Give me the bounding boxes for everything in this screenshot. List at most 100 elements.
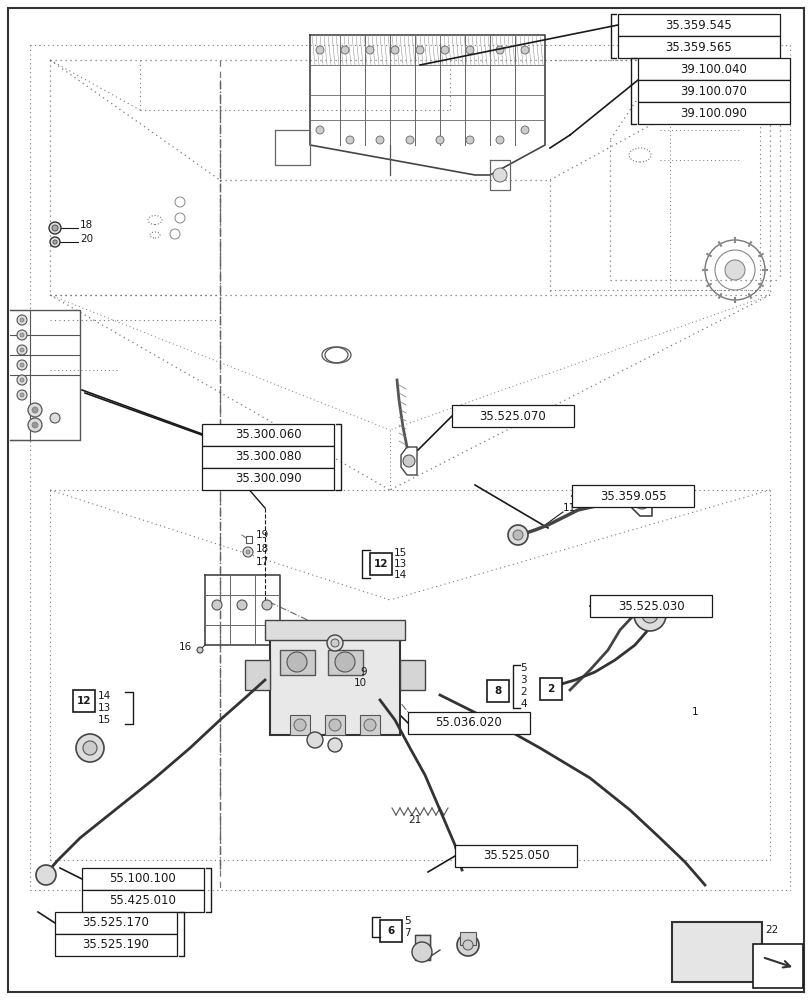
Text: 5: 5	[404, 916, 410, 926]
Bar	[617, 14, 779, 36]
Text: 11: 11	[562, 503, 576, 513]
Text: 4: 4	[519, 699, 526, 709]
Text: 39.100.040: 39.100.040	[680, 63, 746, 76]
Bar	[280, 650, 315, 675]
Bar	[359, 715, 380, 735]
Bar	[202, 446, 333, 468]
Text: 2: 2	[547, 684, 554, 694]
Circle shape	[307, 732, 323, 748]
Text: 15: 15	[393, 548, 407, 558]
Bar	[370, 553, 392, 575]
Circle shape	[402, 455, 414, 467]
Bar	[202, 424, 333, 446]
Text: 35.300.080: 35.300.080	[234, 450, 301, 464]
Circle shape	[440, 46, 448, 54]
Circle shape	[492, 168, 506, 182]
Text: 17: 17	[255, 557, 269, 567]
Circle shape	[633, 493, 649, 509]
Text: 55.100.100: 55.100.100	[109, 872, 176, 886]
Bar	[73, 690, 95, 712]
Text: 35.300.090: 35.300.090	[234, 473, 301, 486]
Circle shape	[457, 934, 478, 956]
Circle shape	[724, 260, 744, 280]
Text: 18: 18	[255, 544, 269, 554]
Bar	[82, 868, 204, 890]
Circle shape	[466, 46, 474, 54]
Circle shape	[345, 136, 354, 144]
Text: 35.525.190: 35.525.190	[83, 938, 149, 951]
Circle shape	[366, 46, 374, 54]
Bar	[460, 932, 475, 945]
Circle shape	[50, 413, 60, 423]
Circle shape	[508, 525, 527, 545]
Circle shape	[20, 393, 24, 397]
Text: 12: 12	[77, 696, 91, 706]
Bar	[571, 485, 693, 507]
Text: 16: 16	[178, 642, 191, 652]
Bar	[407, 712, 530, 734]
Circle shape	[415, 46, 423, 54]
Bar	[380, 920, 401, 942]
Circle shape	[496, 46, 504, 54]
Text: 35.525.170: 35.525.170	[83, 916, 149, 929]
Circle shape	[375, 136, 384, 144]
Circle shape	[76, 734, 104, 762]
Circle shape	[521, 46, 528, 54]
Bar	[637, 102, 789, 124]
Circle shape	[363, 719, 375, 731]
Text: 12: 12	[373, 559, 388, 569]
Text: 35.525.070: 35.525.070	[479, 410, 546, 422]
Circle shape	[49, 222, 61, 234]
Bar	[414, 935, 430, 960]
Text: 21: 21	[407, 815, 421, 825]
Circle shape	[28, 418, 42, 432]
Circle shape	[294, 719, 306, 731]
Text: 5: 5	[519, 663, 526, 673]
Circle shape	[341, 46, 349, 54]
Circle shape	[212, 600, 221, 610]
Text: 55.425.010: 55.425.010	[109, 894, 176, 908]
Text: 3: 3	[519, 675, 526, 685]
Text: 13: 13	[98, 703, 111, 713]
Text: 35.525.030: 35.525.030	[617, 599, 684, 612]
Circle shape	[17, 315, 27, 325]
Bar	[324, 715, 345, 735]
Text: 9: 9	[360, 667, 367, 677]
Text: 35.300.060: 35.300.060	[234, 428, 301, 442]
Circle shape	[436, 136, 444, 144]
Circle shape	[513, 530, 522, 540]
Circle shape	[20, 363, 24, 367]
Bar	[487, 680, 508, 702]
Text: 35.359.055: 35.359.055	[599, 489, 666, 502]
Bar	[202, 468, 333, 490]
Circle shape	[521, 126, 528, 134]
Bar	[590, 595, 711, 617]
Text: 39.100.070: 39.100.070	[680, 85, 746, 98]
Circle shape	[462, 940, 473, 950]
Circle shape	[20, 378, 24, 382]
Circle shape	[197, 647, 203, 653]
Text: 10: 10	[354, 678, 367, 688]
Text: 14: 14	[393, 570, 407, 580]
Circle shape	[17, 390, 27, 400]
Text: 55.036.020: 55.036.020	[435, 716, 502, 729]
Bar	[55, 934, 177, 956]
Circle shape	[328, 738, 341, 752]
Circle shape	[17, 360, 27, 370]
Circle shape	[331, 639, 338, 647]
Circle shape	[262, 600, 272, 610]
Text: 8: 8	[494, 686, 501, 696]
Circle shape	[20, 348, 24, 352]
Circle shape	[20, 333, 24, 337]
Text: 6: 6	[387, 926, 394, 936]
Bar	[752, 944, 802, 988]
Circle shape	[335, 652, 354, 672]
Text: 14: 14	[98, 691, 111, 701]
Bar	[637, 58, 789, 80]
Text: 13: 13	[393, 559, 407, 569]
Bar	[290, 715, 310, 735]
Bar	[328, 650, 363, 675]
Bar	[454, 845, 577, 867]
Circle shape	[17, 345, 27, 355]
Circle shape	[286, 652, 307, 672]
